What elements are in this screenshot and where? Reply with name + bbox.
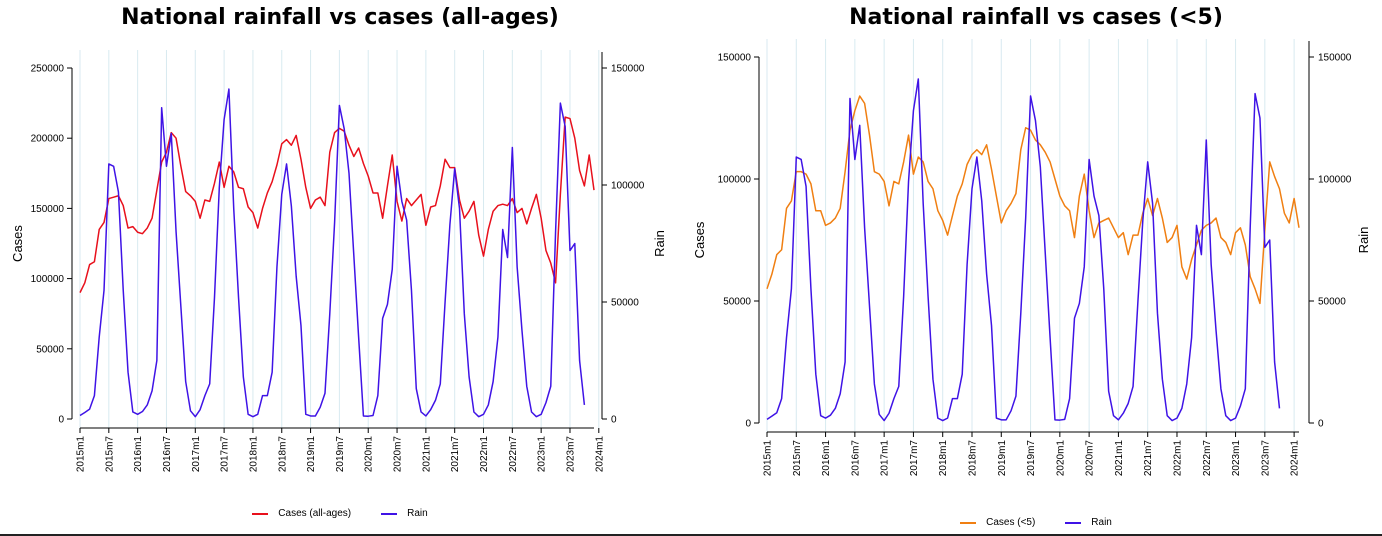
x-tick-label: 2022m7 [1202, 440, 1213, 477]
legend-item-cases: Cases (all-ages) [252, 508, 351, 519]
x-tick-label: 2018m7 [967, 440, 978, 477]
y-axis-label: Cases [10, 225, 25, 262]
legend-swatch-rain [1065, 521, 1082, 524]
legend-item-rain: Rain [381, 508, 428, 519]
chart-legend: Cases (all-ages) Rain [0, 508, 680, 519]
x-tick-label: 2022m1 [1172, 440, 1183, 477]
x-tick-label: 2017m7 [909, 440, 920, 477]
y-tick-label: 50000 [36, 344, 64, 355]
series-line-cases-5 [766, 95, 1300, 305]
x-tick-label: 2020m1 [1055, 440, 1066, 477]
x-tick-label: 2023m7 [565, 436, 576, 473]
y-tick-label: 150000 [31, 204, 65, 215]
x-tick-label: 2021m1 [421, 436, 432, 473]
y2-axis-label: Rain [652, 230, 667, 257]
series-line-rain [79, 88, 586, 418]
y-tick-label: 50000 [723, 297, 751, 308]
x-tick-label: 2015m7 [792, 440, 803, 477]
chart-plot-all-ages: 2015m1 2015m7 2016m1 2016m7 2017m1 2017m7 2018… [10, 50, 667, 473]
x-tick-label: 2020m7 [1085, 440, 1096, 477]
x-tick-label: 2021m7 [1143, 440, 1154, 477]
x-tick-label: 2019m7 [1026, 440, 1037, 477]
y2-tick-label: 100000 [611, 181, 645, 192]
legend-item-cases: Cases (<5) [960, 517, 1035, 528]
x-tick-label: 2023m1 [1231, 440, 1242, 477]
legend-label-cases: Cases (<5) [986, 517, 1036, 528]
y2-tick-label: 50000 [1318, 297, 1346, 308]
x-tick-label: 2016m7 [850, 440, 861, 477]
chart-legend: Cases (<5) Rain [690, 517, 1382, 528]
x-tick-label: 2016m1 [133, 436, 144, 473]
x-tick-label: 2018m1 [248, 436, 259, 473]
chart-panel-all-ages: National rainfall vs cases (all-ages) 20… [0, 0, 680, 536]
y2-tick-label: 100000 [1318, 175, 1352, 186]
x-tick-label: 2016m7 [162, 436, 173, 473]
legend-label-cases: Cases (all-ages) [278, 508, 352, 519]
x-tick-label: 2021m7 [450, 436, 461, 473]
y-tick-label: 100000 [31, 274, 65, 285]
y2-tick-label: 0 [1318, 419, 1324, 430]
y2-tick-label: 0 [611, 415, 617, 426]
x-tick-label: 2019m1 [997, 440, 1008, 477]
legend-swatch-cases [252, 512, 269, 515]
x-tick-label: 2018m1 [938, 440, 949, 477]
y2-tick-label: 150000 [1318, 53, 1352, 64]
y-axis-label: Cases [692, 221, 707, 258]
x-tick-label: 2020m7 [393, 436, 404, 473]
x-tick-label: 2017m7 [220, 436, 231, 473]
y-tick-label: 150000 [718, 53, 752, 64]
x-tick-label: 2019m1 [306, 436, 317, 473]
x-tick-label: 2016m1 [821, 440, 832, 477]
x-tick-label: 2023m1 [537, 436, 548, 473]
x-tick-label: 2021m1 [1114, 440, 1125, 477]
y2-tick-label: 50000 [611, 298, 639, 309]
x-tick-label: 2024m1 [594, 436, 605, 473]
chart-panel-under-5: National rainfall vs cases (<5) 2015m1 20… [690, 0, 1382, 536]
chart-title: National rainfall vs cases (all-ages) [121, 5, 559, 30]
x-tick-label: 2015m1 [76, 436, 87, 473]
legend-label-rain: Rain [407, 508, 428, 519]
x-tick-label: 2022m1 [479, 436, 490, 473]
y-tick-label: 100000 [718, 175, 752, 186]
legend-swatch-cases [960, 521, 977, 524]
bottom-border [0, 534, 1382, 536]
x-tick-label: 2015m1 [763, 440, 774, 477]
legend-item-rain: Rain [1065, 517, 1112, 528]
y-tick-label: 250000 [31, 64, 65, 75]
x-tick-label: 2018m7 [277, 436, 288, 473]
y2-tick-label: 150000 [611, 64, 645, 75]
chart-title: National rainfall vs cases (<5) [849, 5, 1223, 30]
y-tick-label: 0 [745, 419, 751, 430]
x-tick-label: 2020m1 [364, 436, 375, 473]
x-tick-label: 2024m1 [1290, 440, 1301, 477]
x-tick-label: 2017m1 [191, 436, 202, 473]
series-line-rain [766, 78, 1281, 422]
x-tick-label: 2023m7 [1260, 440, 1271, 477]
x-tick-label: 2015m7 [104, 436, 115, 473]
y-tick-label: 0 [58, 415, 64, 426]
legend-swatch-rain [381, 512, 398, 515]
x-tick-label: 2017m1 [880, 440, 891, 477]
y-tick-label: 200000 [31, 134, 65, 145]
y2-axis-label: Rain [1356, 227, 1371, 254]
x-tick-label: 2022m7 [508, 436, 519, 473]
legend-label-rain: Rain [1091, 517, 1112, 528]
chart-plot-under-5: 2015m1 2015m7 2016m1 2016m7 2017m1 2017m7 2018… [692, 39, 1371, 477]
x-tick-label: 2019m7 [335, 436, 346, 473]
